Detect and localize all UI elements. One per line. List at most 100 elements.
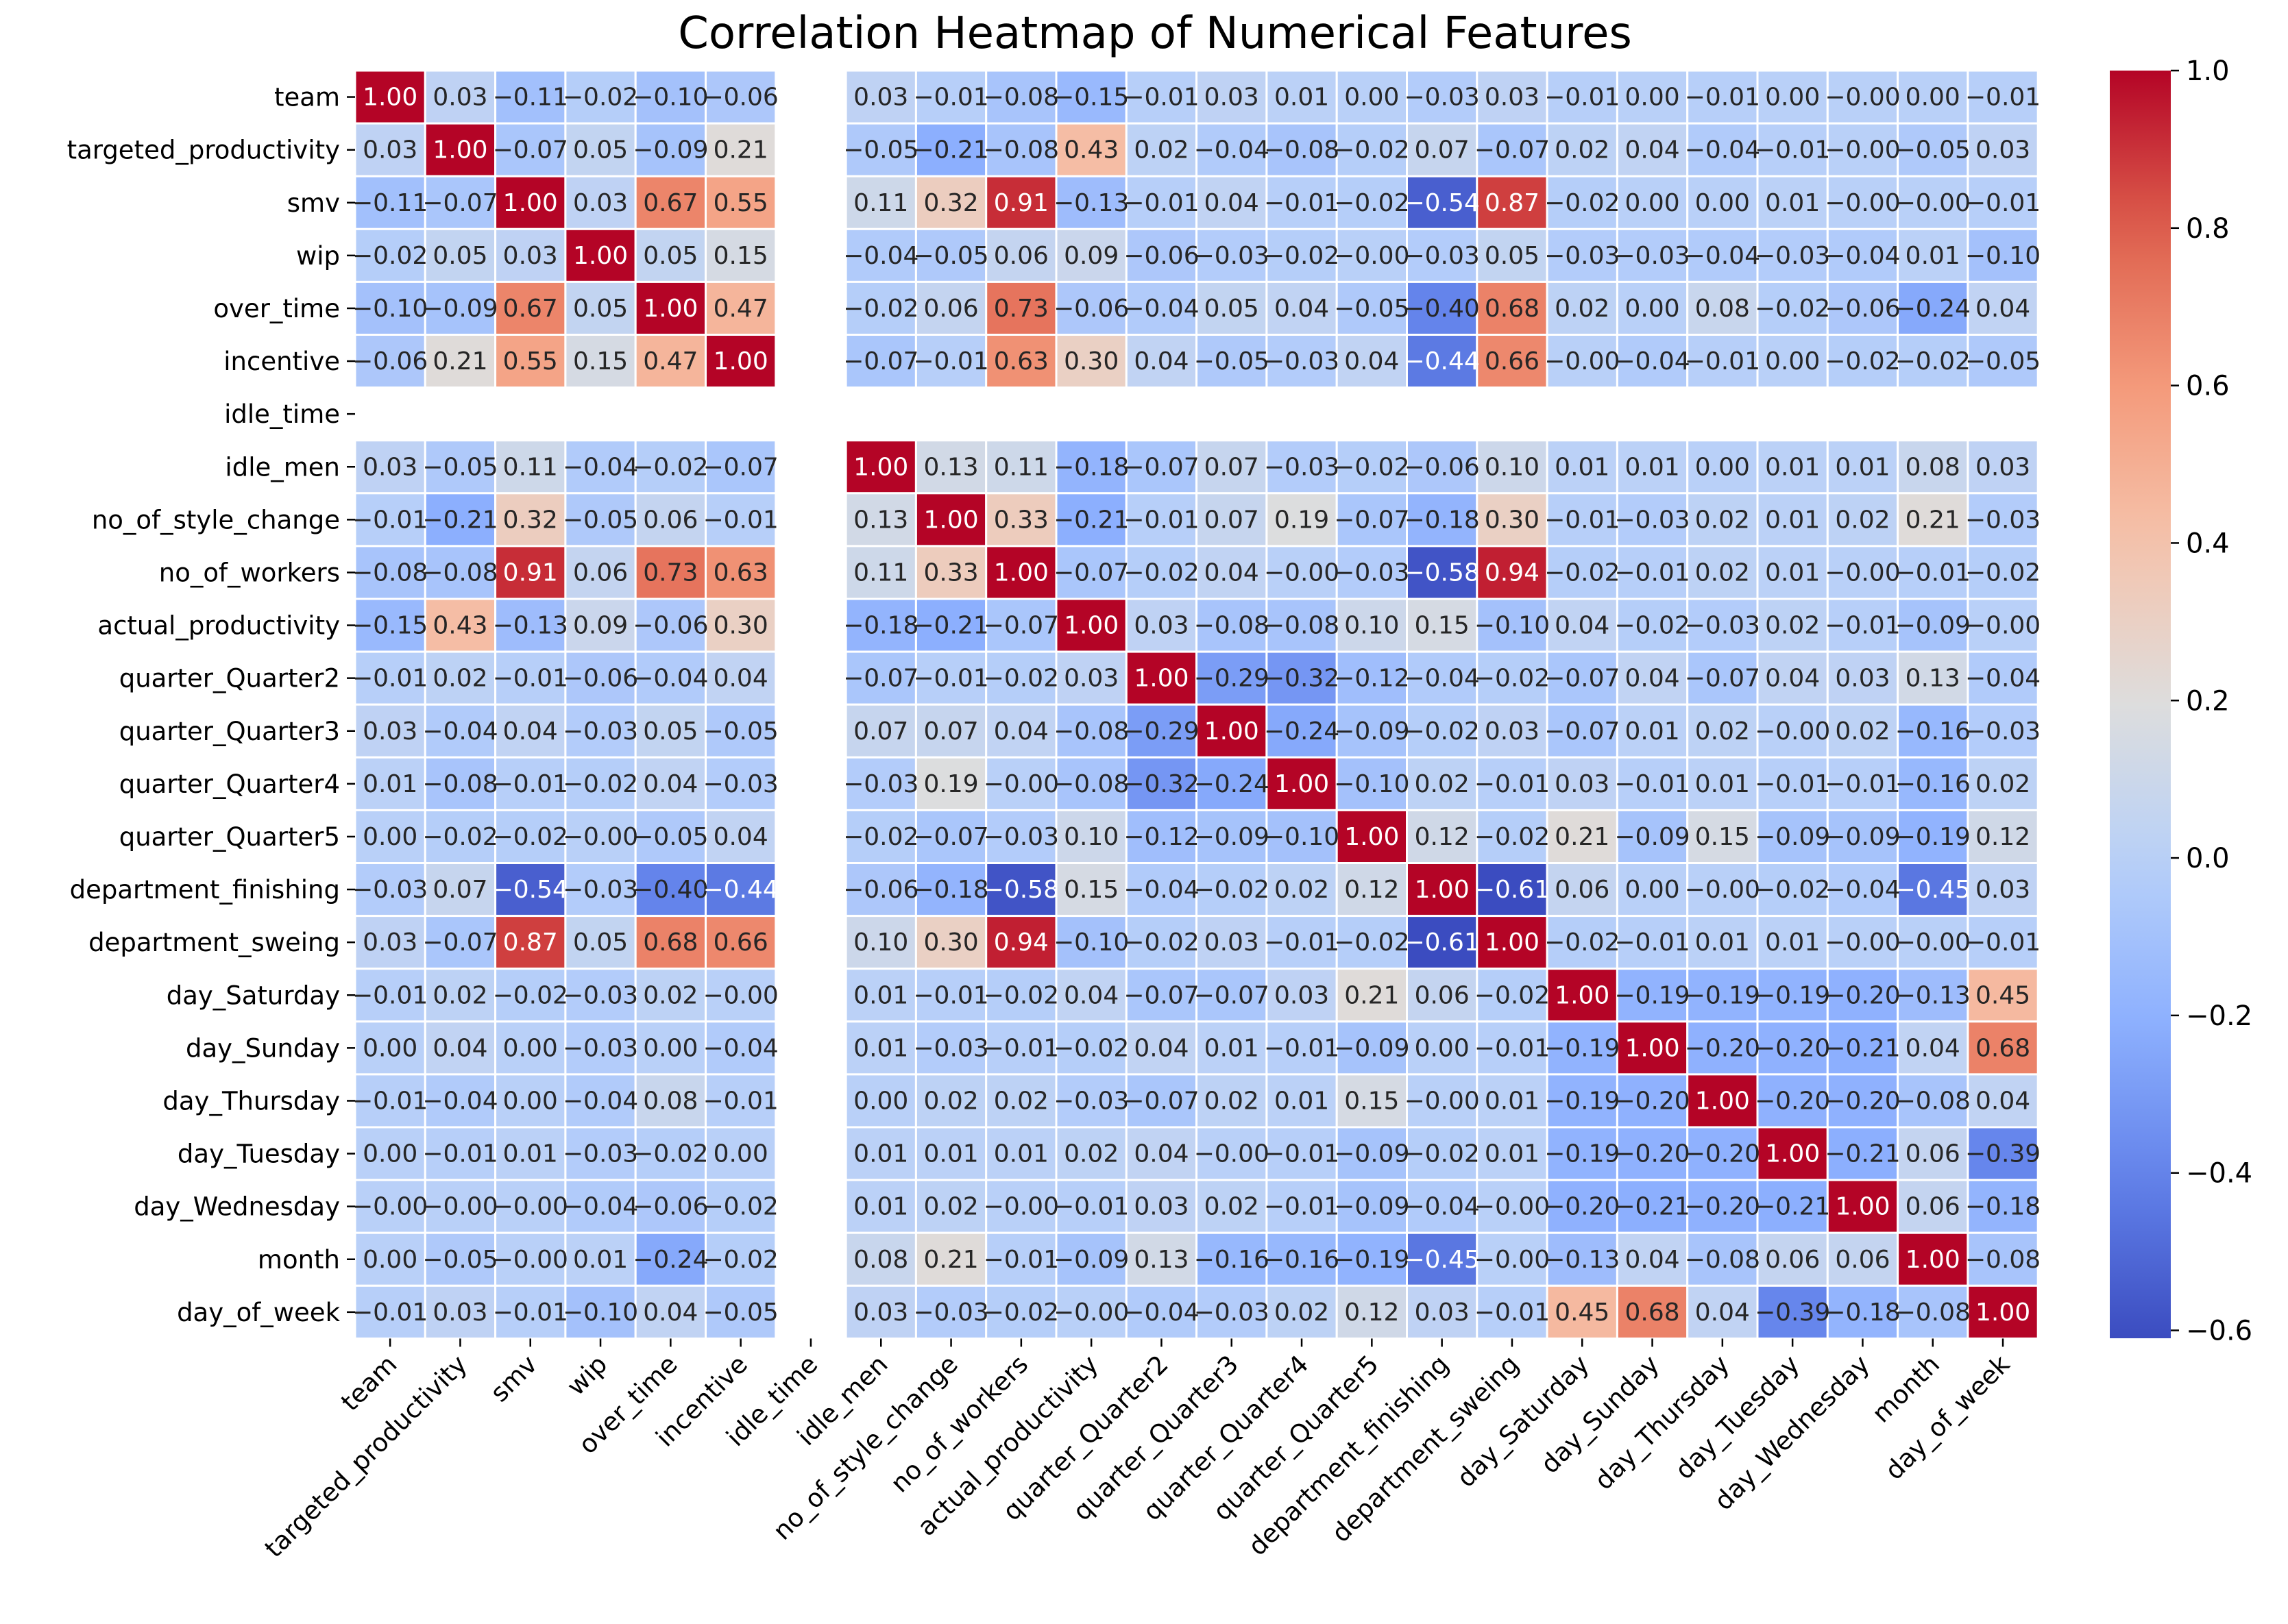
- cell-value-label: 0.03: [1835, 665, 1890, 693]
- cell-value-label: −0.01: [1474, 1299, 1550, 1327]
- cell-value-label: 0.01: [1485, 1140, 1539, 1168]
- cell-value-label: 0.00: [503, 1087, 558, 1115]
- heatmap-cell: [494, 280, 567, 336]
- cell-value-label: 0.00: [1765, 347, 1820, 376]
- cell-value-label: −0.00: [1685, 876, 1760, 904]
- heatmap-cell: [564, 545, 637, 600]
- cell-value-label: −0.07: [1685, 665, 1760, 693]
- cell-value-label: 0.87: [1485, 189, 1539, 217]
- cell-value-label: 1.00: [1835, 1193, 1890, 1221]
- heatmap-cell: [1756, 1073, 1829, 1129]
- heatmap-cell: [844, 1231, 917, 1287]
- y-tick-label: no_of_workers: [159, 558, 340, 587]
- cell-value-label: −0.19: [1895, 823, 1971, 851]
- cell-value-label: −0.00: [1895, 928, 1971, 957]
- cell-value-label: 0.30: [923, 928, 978, 957]
- cell-value-label: 0.04: [714, 665, 768, 693]
- cell-value-label: 0.03: [1134, 1193, 1189, 1221]
- heatmap-cell: [844, 280, 917, 336]
- cell-value-label: −0.02: [1474, 981, 1550, 1009]
- cell-value-label: −0.13: [1895, 981, 1971, 1009]
- x-tick-label: team: [335, 1349, 402, 1416]
- heatmap-cell: [705, 1020, 777, 1076]
- heatmap-cell: [1756, 1179, 1829, 1234]
- cell-value-label: 0.04: [1906, 1034, 1960, 1062]
- cell-value-label: 0.03: [363, 928, 417, 957]
- colorbar-gradient: [2110, 71, 2171, 1338]
- cell-value-label: −0.01: [1054, 1193, 1129, 1221]
- cell-value-label: −0.02: [1544, 558, 1620, 587]
- heatmap-cell: [1335, 122, 1408, 177]
- cell-value-label: −0.15: [352, 612, 428, 640]
- cell-value-label: −0.02: [563, 770, 638, 798]
- heatmap-cell: [1967, 280, 2039, 336]
- heatmap-cell: [1055, 280, 1128, 336]
- cell-value-label: −0.20: [1825, 1087, 1900, 1115]
- heatmap-cell: [1195, 334, 1268, 389]
- cell-value-label: 1.00: [643, 295, 698, 323]
- heatmap-cell: [1265, 280, 1338, 336]
- cell-value-label: −0.04: [422, 717, 498, 746]
- cell-value-label: −0.03: [1194, 242, 1269, 270]
- cell-value-label: −0.01: [352, 1087, 428, 1115]
- cell-value-label: 0.08: [1906, 453, 1960, 481]
- heatmap-cell: [1897, 122, 1969, 177]
- cell-value-label: 0.01: [573, 1246, 628, 1274]
- heatmap-cell: [1195, 756, 1268, 811]
- heatmap-cell: [1756, 756, 1829, 811]
- cell-value-label: 0.03: [1975, 136, 2030, 164]
- heatmap-cell: [1265, 968, 1338, 1023]
- cell-value-label: −0.10: [633, 84, 708, 112]
- heatmap-cell: [1967, 915, 2039, 970]
- cell-value-label: 0.66: [1485, 347, 1539, 376]
- cell-value-label: 0.01: [1274, 84, 1329, 112]
- heatmap-cell: [1055, 1179, 1128, 1234]
- heatmap-cell: [494, 703, 567, 759]
- heatmap-cell: [1265, 1020, 1338, 1076]
- cell-value-label: 0.00: [1695, 189, 1750, 217]
- cell-value-label: −0.44: [703, 876, 778, 904]
- cell-value-label: −0.07: [843, 665, 918, 693]
- cell-value-label: −0.03: [1404, 84, 1479, 112]
- cell-value-label: 0.21: [923, 1246, 978, 1274]
- heatmap-cell: [1826, 492, 1899, 548]
- heatmap-cell: [705, 280, 777, 336]
- heatmap-cell: [494, 598, 567, 653]
- heatmap-cell: [914, 756, 988, 811]
- y-tick-label: day_Saturday: [167, 981, 340, 1010]
- cell-value-label: −0.19: [1334, 1246, 1409, 1274]
- heatmap-cell: [634, 334, 707, 389]
- heatmap-cell: [1476, 915, 1548, 970]
- cell-value-label: 0.68: [643, 928, 698, 957]
- cell-value-label: 1.00: [363, 84, 417, 112]
- cell-value-label: 1.00: [1765, 1140, 1820, 1168]
- cell-value-label: 0.94: [994, 928, 1049, 957]
- cell-value-label: 0.07: [433, 876, 487, 904]
- heatmap-cell: [1967, 862, 2039, 918]
- y-tick-label: month: [258, 1245, 340, 1275]
- cell-annotations: 1.00 0.03 −0.11−0.02−0.10−0.06 0.03 −0.01−0.…: [352, 84, 2041, 1327]
- heatmap-cell: [424, 1126, 497, 1181]
- cell-value-label: 0.02: [1555, 295, 1609, 323]
- cell-value-label: 0.03: [1204, 84, 1259, 112]
- cell-value-label: 0.15: [573, 347, 628, 376]
- colorbar-tick-label: −0.4: [2186, 1158, 2252, 1190]
- cell-value-label: 0.67: [503, 295, 558, 323]
- cell-value-label: 0.01: [853, 981, 908, 1009]
- cell-value-label: −0.20: [1685, 1034, 1760, 1062]
- heatmap-cell: [844, 703, 917, 759]
- heatmap-cell: [844, 915, 917, 970]
- y-tick-label: day_Sunday: [186, 1033, 340, 1063]
- heatmap-cell: [1826, 69, 1899, 125]
- cell-value-label: 0.04: [1765, 665, 1820, 693]
- heatmap-cell: [1195, 545, 1268, 600]
- cell-value-label: −0.03: [1054, 1087, 1129, 1115]
- cell-value-label: −0.08: [1965, 1246, 2041, 1274]
- heatmap-cell: [634, 545, 707, 600]
- cell-value-label: 0.03: [1485, 84, 1539, 112]
- heatmap-cell: [564, 915, 637, 970]
- cell-value-label: 0.30: [714, 612, 768, 640]
- heatmap-cell: [1195, 915, 1268, 970]
- cell-value-label: −0.09: [1054, 1246, 1129, 1274]
- y-tick-label: quarter_Quarter2: [119, 664, 340, 693]
